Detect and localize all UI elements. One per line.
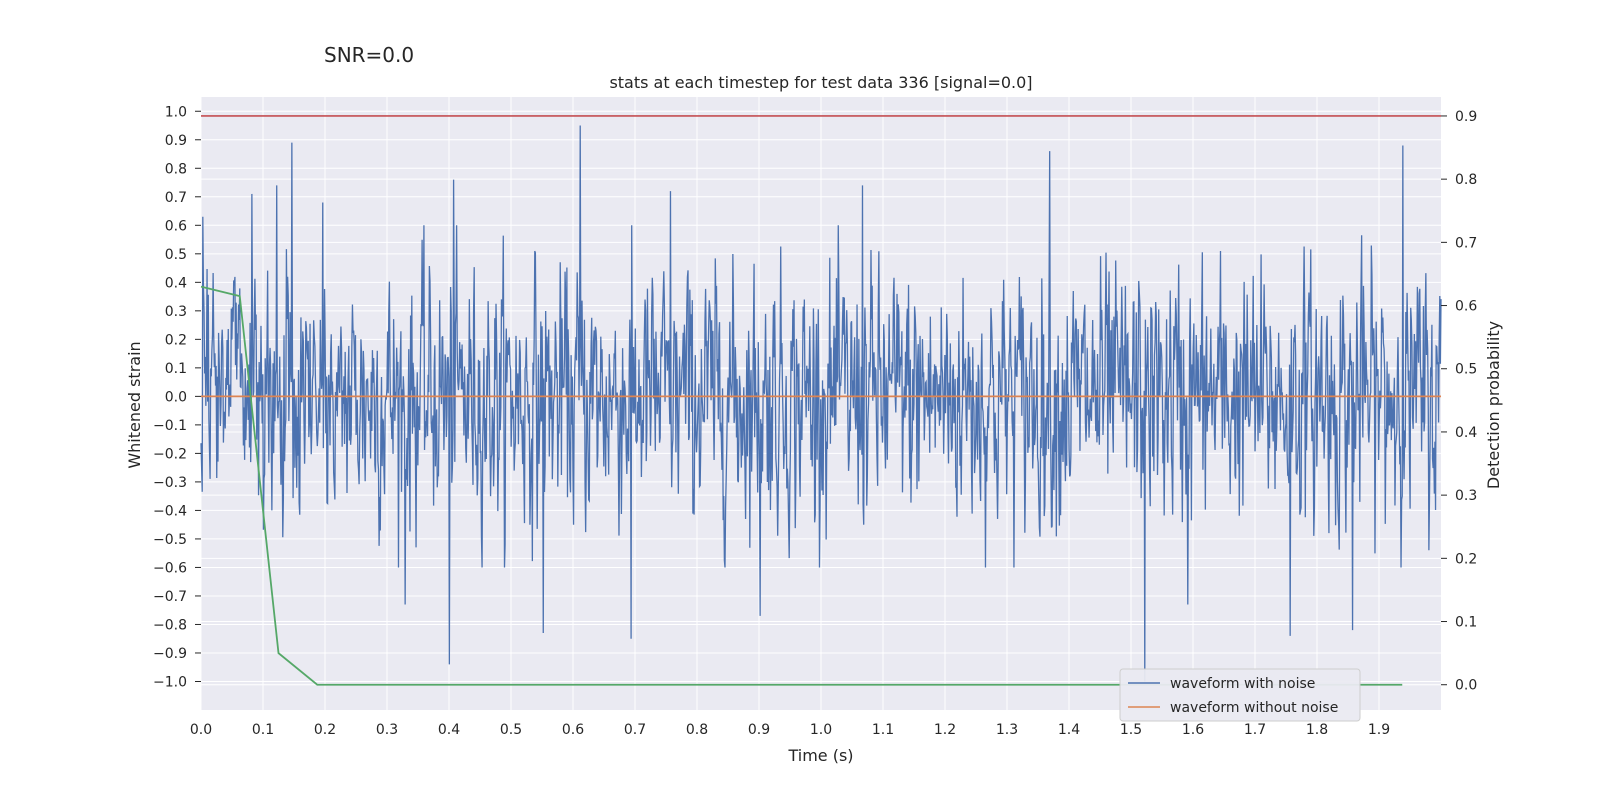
- x-tick-label: 1.9: [1368, 722, 1390, 738]
- y-tick-label: −0.2: [153, 446, 187, 462]
- x-tick-label: 1.2: [934, 722, 956, 738]
- y-tick-label: 0.5: [165, 247, 187, 263]
- y-tick-label: −0.4: [153, 503, 187, 519]
- y2-tick-label: 0.5: [1455, 362, 1477, 378]
- x-tick-label: 0.2: [314, 722, 336, 738]
- x-tick-label: 0.8: [686, 722, 708, 738]
- series-detection-probability: [200, 285, 1403, 686]
- y2-tick-label: 0.0: [1455, 678, 1477, 694]
- chart-title: stats at each timestep for test data 336…: [609, 73, 1032, 92]
- x-tick-label: 0.0: [190, 722, 212, 738]
- tick-labels: 0.0 0.1 0.2 0.3 0.4 0.5 0.6 0.7 0.8 0.9 1.0 1.1 1.2 1…: [153, 104, 1477, 738]
- y-tick-label: −0.5: [153, 532, 187, 548]
- y-tick-label: 0.2: [165, 332, 187, 348]
- y2-tick-label: 0.7: [1455, 235, 1477, 251]
- x-tick-label: 1.1: [872, 722, 894, 738]
- y-tick-label: −0.1: [153, 418, 187, 434]
- y-tick-label: −1.0: [153, 674, 187, 690]
- y2-tick-label: 0.8: [1455, 172, 1477, 188]
- y2-axis-label: Detection probability: [1484, 321, 1503, 489]
- suptitle: SNR=0.0: [324, 43, 414, 67]
- x-tick-label: 1.6: [1182, 722, 1204, 738]
- y-tick-label: −0.8: [153, 617, 187, 633]
- y-tick-label: −0.6: [153, 560, 187, 576]
- x-tick-label: 0.9: [748, 722, 770, 738]
- y2-tick-label: 0.2: [1455, 551, 1477, 567]
- series-layer: [200, 115, 1442, 686]
- legend-label-noise: waveform with noise: [1170, 676, 1315, 692]
- y-axis-label: Whitened strain: [125, 341, 144, 468]
- y2-tick-label: 0.1: [1455, 615, 1477, 631]
- y-tick-label: 1.0: [165, 104, 187, 120]
- y-tick-label: 0.1: [165, 361, 187, 377]
- x-tick-label: 0.3: [376, 722, 398, 738]
- x-tick-label: 1.4: [1058, 722, 1080, 738]
- y2-tick-label: 0.3: [1455, 488, 1477, 504]
- x-tick-label: 1.5: [1120, 722, 1142, 738]
- y-tick-label: −0.9: [153, 646, 187, 662]
- y-tick-label: −0.7: [153, 589, 187, 605]
- y-tick-label: 0.3: [165, 304, 187, 320]
- y-tick-label: 0.0: [165, 389, 187, 405]
- y-tick-label: 0.7: [165, 190, 187, 206]
- x-tick-label: 0.6: [562, 722, 584, 738]
- y2-tick-label: 0.9: [1455, 109, 1477, 125]
- series-waveform-with-noise: [200, 125, 1442, 682]
- y-tick-label: 0.8: [165, 161, 187, 177]
- y-tick-label: 0.9: [165, 133, 187, 149]
- x-tick-label: 1.8: [1306, 722, 1328, 738]
- legend: waveform with noise waveform without noi…: [1119, 668, 1361, 722]
- x-tick-label: 1.0: [810, 722, 832, 738]
- y2-tick-label: 0.4: [1455, 425, 1477, 441]
- x-tick-label: 0.4: [438, 722, 460, 738]
- x-tick-label: 0.5: [500, 722, 522, 738]
- legend-box: [1119, 668, 1361, 722]
- legend-label-clean: waveform without noise: [1170, 700, 1338, 716]
- x-tick-label: 0.1: [252, 722, 274, 738]
- x-tick-label: 1.3: [996, 722, 1018, 738]
- x-tick-label: 0.7: [624, 722, 646, 738]
- y2-tick-label: 0.6: [1455, 299, 1477, 315]
- y-tick-label: 0.6: [165, 218, 187, 234]
- y-tick-label: 0.4: [165, 275, 187, 291]
- x-axis-label: Time (s): [787, 746, 853, 765]
- x-tick-label: 1.7: [1244, 722, 1266, 738]
- y-tick-label: −0.3: [153, 475, 187, 491]
